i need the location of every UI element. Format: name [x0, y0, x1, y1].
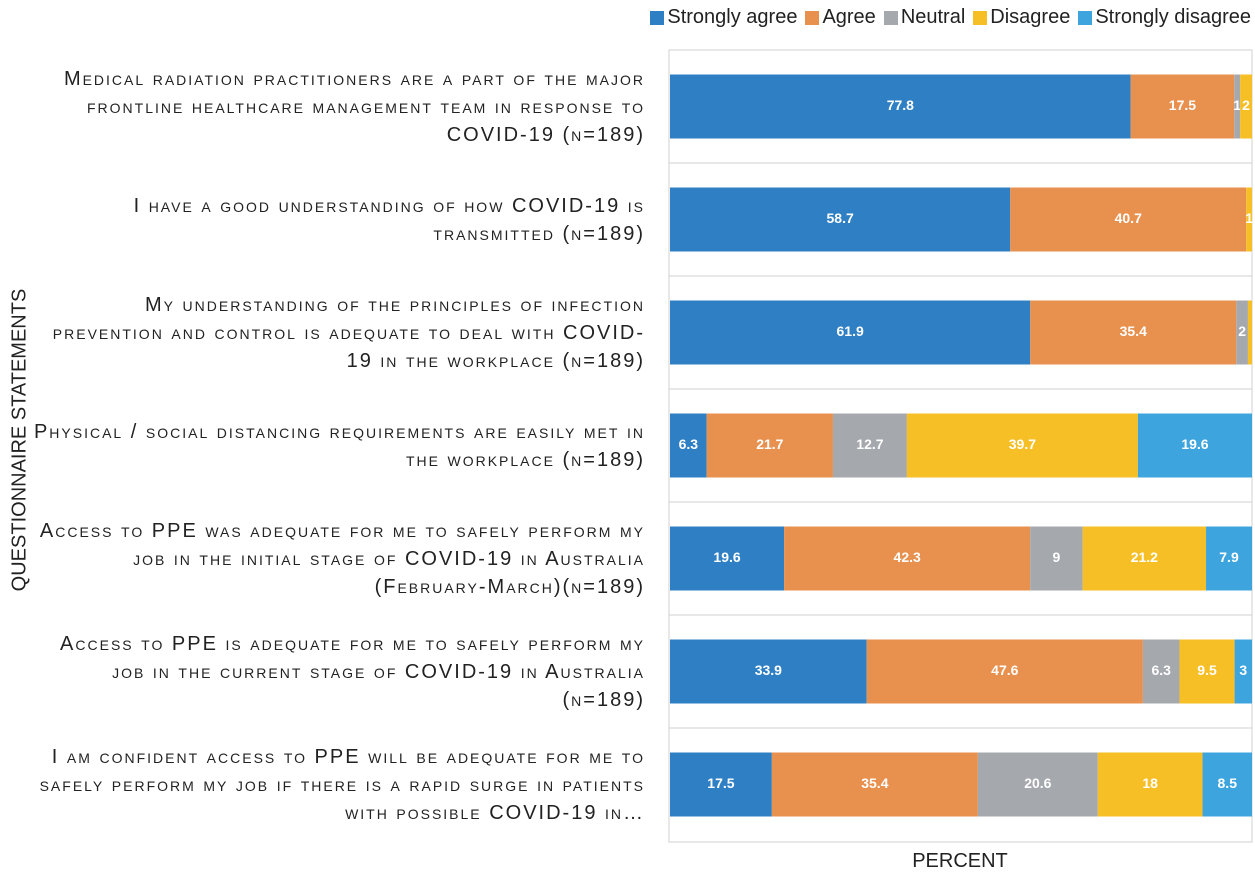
bar-segment	[1247, 300, 1252, 365]
data-label: 6.3	[1151, 662, 1171, 678]
bar-segment	[670, 752, 772, 817]
x-axis-title: PERCENT	[912, 850, 1008, 872]
legend-label: Strongly disagree	[1095, 6, 1251, 28]
bar-segment	[670, 413, 707, 478]
data-label: 17.5	[1169, 97, 1196, 113]
data-label: 6.3	[679, 436, 699, 452]
bar-segment	[1246, 187, 1252, 252]
data-label: 12.7	[856, 436, 883, 452]
bar-segment	[866, 639, 1143, 704]
data-label: 61.9	[837, 323, 864, 339]
data-label: 19.6	[1181, 436, 1208, 452]
data-label: 58.7	[827, 210, 854, 226]
bar-segment	[1240, 74, 1252, 139]
data-label: 33.9	[755, 662, 782, 678]
legend-label: Strongly agree	[667, 6, 798, 28]
data-label: 17.5	[707, 775, 734, 791]
legend-item: Disagree	[973, 6, 1070, 29]
bar-segment	[1137, 413, 1252, 478]
bar-segment	[832, 413, 907, 478]
category-label: Medical radiation practitioners are a pa…	[63, 67, 645, 146]
legend-item: Neutral	[883, 6, 966, 29]
bar-segment	[1142, 639, 1180, 704]
legend-swatch	[1078, 10, 1093, 25]
legend: Strongly agree Agree Neutral Disagree Strong…	[650, 6, 1251, 29]
data-label: 20.6	[1024, 775, 1051, 791]
data-label: 35.4	[1120, 323, 1147, 339]
category-label: I am confident access to PPE will be ade…	[39, 745, 645, 824]
bar-segment	[1010, 187, 1247, 252]
data-label: 7.9	[1219, 549, 1239, 565]
bar-segment	[1179, 639, 1235, 704]
data-label: 77.8	[887, 97, 914, 113]
data-label: 2	[1242, 97, 1250, 113]
data-label: 1	[1233, 97, 1241, 113]
data-label: 19.6	[713, 549, 740, 565]
data-label: 1	[1245, 210, 1253, 226]
legend-label: Disagree	[990, 6, 1071, 28]
bar-segment	[1206, 526, 1252, 591]
bar-segment	[1030, 526, 1083, 591]
data-label: 42.3	[894, 549, 921, 565]
bar-segment	[670, 300, 1031, 365]
bar-segment	[1236, 300, 1248, 365]
legend-item: Strongly agree	[650, 6, 797, 29]
bar-segment	[1202, 752, 1252, 817]
legend-label: Neutral	[900, 6, 966, 28]
bar-segment	[906, 413, 1138, 478]
data-label: 2	[1238, 323, 1246, 339]
bar-segment	[977, 752, 1098, 817]
bar-segment	[706, 413, 833, 478]
bar-segment	[1082, 526, 1207, 591]
data-label: 21.2	[1131, 549, 1158, 565]
legend-swatch	[883, 10, 898, 25]
category-label: I have a good understanding of how COVID…	[133, 194, 645, 245]
data-label: 40.7	[1115, 210, 1142, 226]
bar-segment	[1097, 752, 1203, 817]
bar-segment	[771, 752, 978, 817]
legend-item: Strongly disagree	[1078, 6, 1251, 29]
bar-segment	[1030, 300, 1237, 365]
bar-segment	[670, 187, 1011, 252]
y-axis-title: QUESTIONNAIRE STATEMENTS	[8, 288, 31, 592]
bar-segment	[1130, 74, 1235, 139]
bar-segment	[670, 639, 867, 704]
data-label: 9	[1053, 549, 1061, 565]
legend-swatch	[650, 10, 665, 25]
legend-label: Agree	[822, 6, 876, 28]
data-label: 35.4	[861, 775, 888, 791]
data-label: 8.5	[1218, 775, 1238, 791]
bar-segment	[670, 526, 785, 591]
legend-swatch	[805, 10, 820, 25]
bar-segment	[1234, 74, 1241, 139]
category-label: Access to PPE was adequate for me to saf…	[39, 519, 645, 598]
bar-segment	[784, 526, 1031, 591]
data-label: 3	[1239, 662, 1247, 678]
legend-swatch	[973, 10, 988, 25]
category-label: Access to PPE is adequate for me to safe…	[60, 632, 645, 711]
data-label: 18	[1142, 775, 1158, 791]
category-label: Physical / social distancing requirement…	[33, 420, 645, 471]
data-label: 9.5	[1197, 662, 1217, 678]
bar-segment	[1234, 639, 1252, 704]
data-label: 47.6	[991, 662, 1018, 678]
data-label: 39.7	[1009, 436, 1036, 452]
category-label: My understanding of the principles of in…	[52, 293, 645, 372]
legend-item: Agree	[805, 6, 876, 29]
data-label: 21.7	[756, 436, 783, 452]
bar-segment	[670, 74, 1131, 139]
